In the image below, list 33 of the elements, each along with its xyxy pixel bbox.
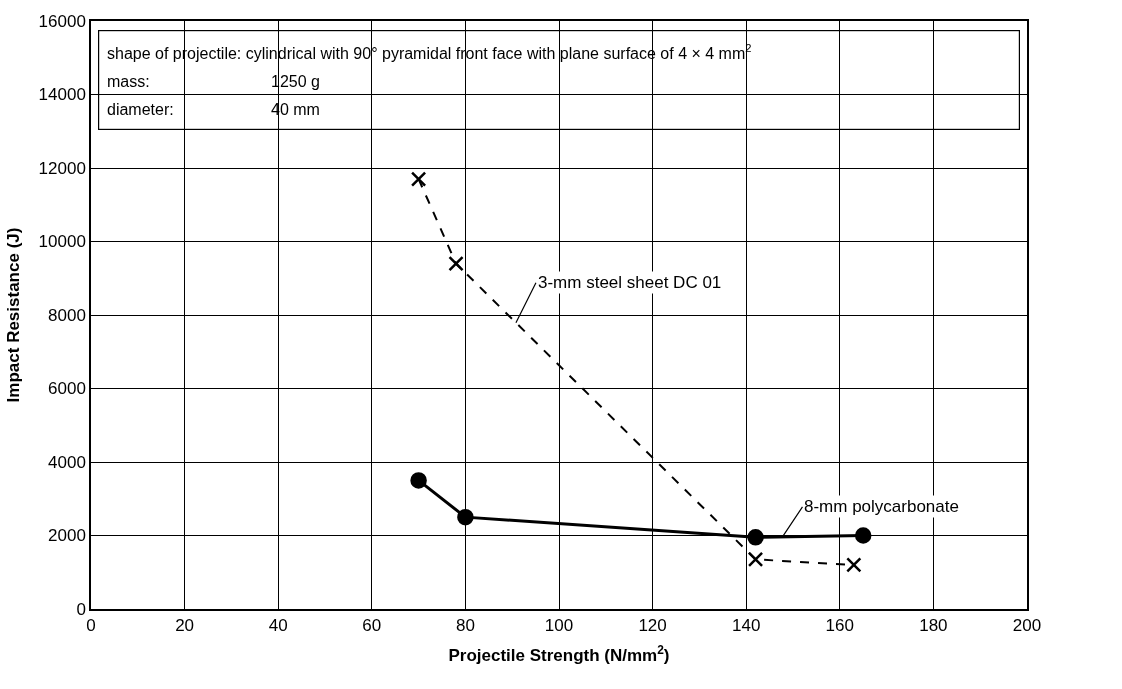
y-tick-label: 6000 bbox=[48, 379, 86, 399]
annotation: mass: bbox=[107, 73, 150, 90]
point bbox=[747, 529, 764, 546]
x-tick-label: 120 bbox=[638, 616, 667, 636]
y-tick-label: 14000 bbox=[38, 85, 86, 105]
point bbox=[410, 472, 427, 489]
series-label: 8-mm polycarbonate bbox=[804, 497, 959, 516]
point bbox=[410, 171, 427, 187]
x-tick-label: 60 bbox=[362, 616, 382, 636]
y-tick-label: 0 bbox=[76, 599, 86, 619]
y-tick-label: 12000 bbox=[38, 158, 86, 178]
text: 3-mm steel sheet DC 01 bbox=[538, 273, 722, 292]
y-tick-label: 2000 bbox=[48, 526, 86, 546]
y-tick-label: 10000 bbox=[38, 232, 86, 252]
point bbox=[448, 255, 464, 272]
y-tick-label: 4000 bbox=[48, 452, 86, 472]
x-tick-label: 80 bbox=[455, 616, 475, 636]
x-tick-label: 100 bbox=[544, 616, 574, 636]
y-axis-title: Impact Resistance (J) bbox=[3, 227, 23, 403]
point bbox=[854, 527, 872, 544]
x-tick-label: 20 bbox=[175, 616, 195, 636]
x-tick-label: 180 bbox=[919, 616, 948, 636]
x-tick-label: 140 bbox=[732, 616, 761, 636]
y-tick-label: 16000 bbox=[38, 11, 86, 31]
x-tick-label: 40 bbox=[268, 616, 288, 636]
x-tick-label: 200 bbox=[1012, 616, 1042, 636]
point bbox=[747, 551, 764, 568]
annotation: diameter: bbox=[107, 101, 174, 118]
point bbox=[457, 508, 474, 526]
y-tick-label: 8000 bbox=[48, 305, 86, 325]
x-axis-title: Projectile Strength (N/mm$^{2}$) bbox=[448, 642, 670, 666]
x-tick-label: 160 bbox=[825, 616, 854, 636]
point bbox=[846, 557, 862, 573]
